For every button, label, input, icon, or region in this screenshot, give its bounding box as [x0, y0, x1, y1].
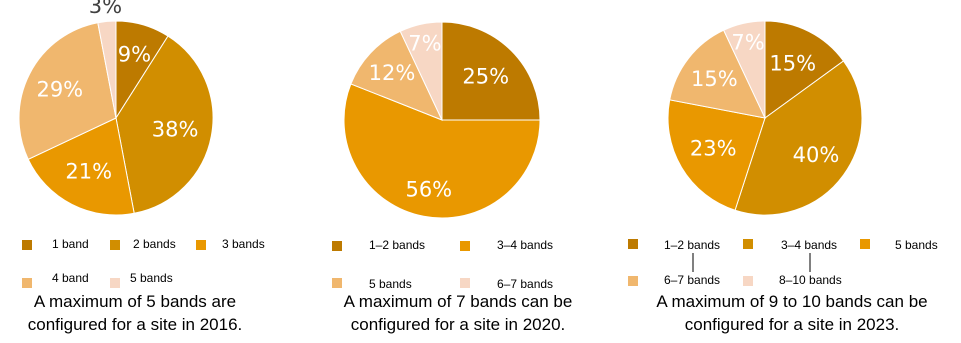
pie3-value-label-5: 7% [731, 30, 764, 54]
pie3-slice-5 [723, 20, 766, 119]
legend2-swatch-4 [460, 278, 470, 288]
legend1-label-3: 3 bands [222, 237, 265, 251]
legend3-label-4: 6–7 bands [664, 273, 720, 287]
legend3-swatch-4 [628, 276, 638, 286]
legend2-swatch-2 [460, 241, 470, 251]
pie1-value-label-3: 21% [65, 160, 112, 184]
pie1-slice-4 [18, 22, 117, 160]
legend1-swatch-3 [196, 240, 206, 250]
legend3-swatch-2 [743, 239, 753, 249]
legend1-label-2: 2 bands [133, 237, 176, 251]
legend1-swatch-5 [110, 278, 120, 288]
pie3-value-label-1: 15% [769, 52, 816, 76]
pie3-value-label-2: 40% [793, 143, 840, 167]
pie1-value-label-5: 3% [89, 0, 122, 18]
legend1-swatch-2 [110, 240, 120, 250]
legend1-swatch-1 [22, 240, 32, 250]
legend3-label-3: 5 bands [895, 238, 938, 252]
legend2-swatch-3 [332, 278, 342, 288]
legend2-label-1: 1–2 bands [369, 238, 425, 252]
pie3-slice-1 [764, 20, 845, 119]
pie2-value-label-1: 25% [462, 64, 509, 88]
legend2-label-2: 3–4 bands [497, 238, 553, 252]
pie3-value-label-3: 23% [690, 137, 737, 161]
pie2-slice-1 [441, 21, 541, 121]
legend1-swatch-4 [22, 278, 32, 288]
pie1-slice-3 [27, 117, 135, 216]
pie1-value-label-4: 29% [36, 77, 83, 101]
legend3-swatch-3 [860, 239, 870, 249]
pie2-value-label-2: 56% [405, 177, 452, 201]
legend1-label-1: 1 band [52, 237, 89, 251]
pie3-value-label-4: 15% [691, 67, 738, 91]
caption-2023: A maximum of 9 to 10 bands can be config… [656, 292, 928, 334]
pie1-value-label-2: 38% [152, 117, 199, 141]
legend3-swatch-5 [743, 276, 753, 286]
pie1-value-label-1: 9% [118, 43, 151, 67]
pie1-slice-2 [115, 35, 214, 214]
pie2-slice-2 [343, 83, 541, 219]
pie3-slice-4 [669, 29, 766, 119]
legend2-label-4: 6–7 bands [497, 277, 553, 291]
pie2-value-label-4: 7% [408, 32, 441, 56]
legend1-label-4: 4 band [52, 271, 89, 285]
pie2-slice-4 [399, 21, 443, 121]
legend3-swatch-1 [628, 239, 638, 249]
pie3-slice-3 [667, 99, 766, 211]
caption-2016: A maximum of 5 bands are configured for … [27, 292, 243, 334]
legend3-label-5: 8–10 bands [779, 273, 842, 287]
legend2-swatch-1 [332, 241, 342, 251]
caption-2020: A maximum of 7 bands can be configured f… [343, 292, 573, 334]
pie2-slice-3 [350, 30, 443, 121]
legend3-label-1: 1–2 bands [664, 238, 720, 252]
legend3-label-2: 3–4 bands [781, 238, 837, 252]
legend1-label-5: 5 bands [130, 271, 173, 285]
legend2-label-3: 5 bands [369, 277, 412, 291]
pie3-slice-2 [734, 60, 863, 216]
pie1-slice-5 [97, 20, 117, 119]
pie2-value-label-3: 12% [369, 61, 416, 85]
